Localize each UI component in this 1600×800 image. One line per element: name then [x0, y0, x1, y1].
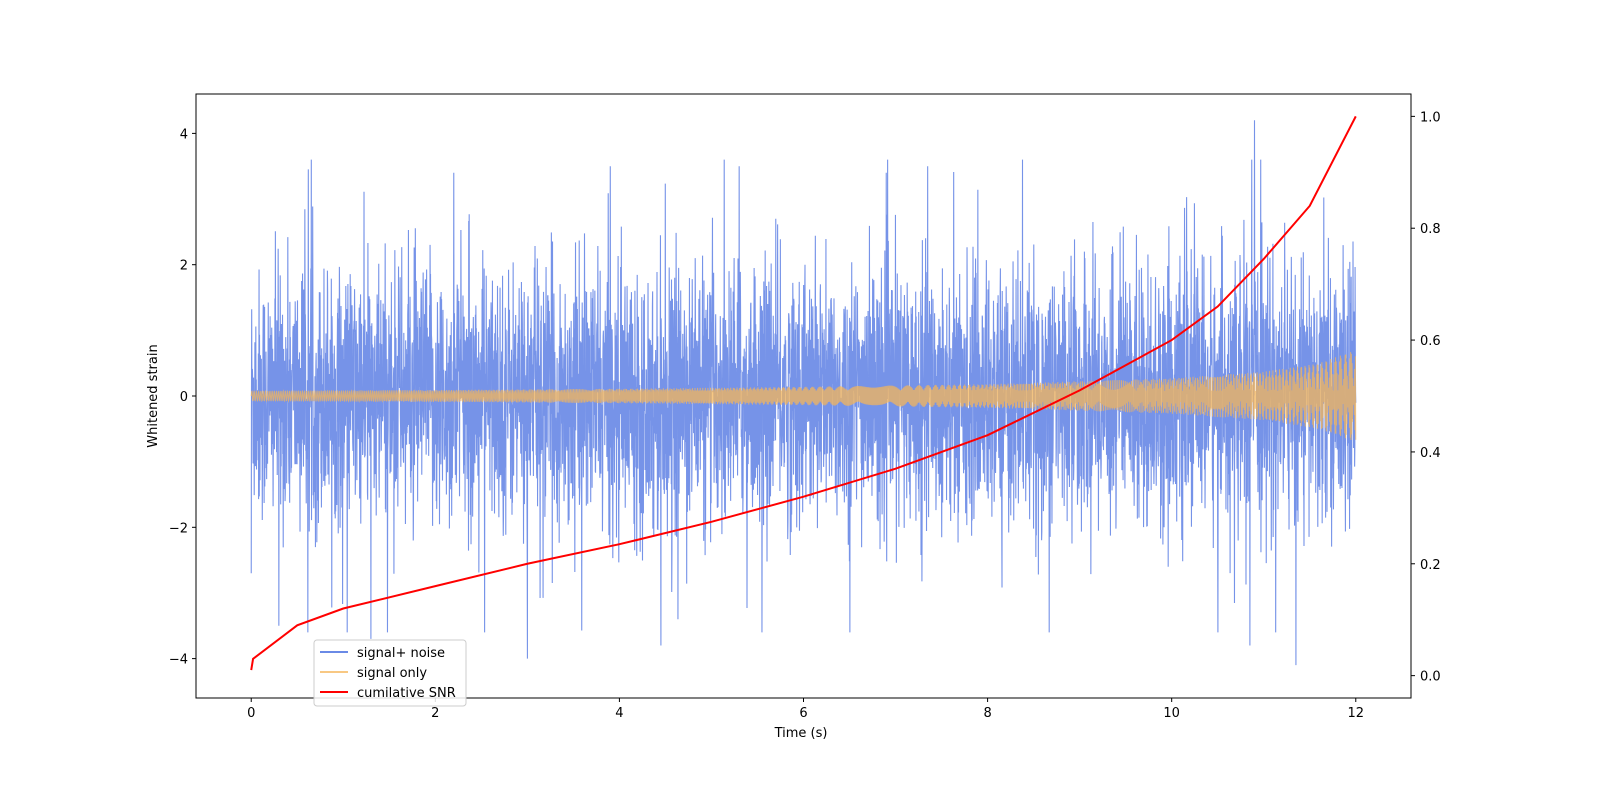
series-signal-only	[250, 352, 1357, 441]
legend-entry-signal-only-label: signal only	[357, 666, 427, 681]
y-tick-label: 0	[180, 390, 188, 405]
plot-area	[250, 115, 1357, 671]
x-tick-label: 2	[431, 706, 439, 721]
legend: signal+ noise signal only cumilative SNR	[313, 639, 467, 707]
legend-entry-signal-noise-label: signal+ noise	[357, 646, 445, 661]
series-cumulative-snr	[250, 115, 1357, 671]
y2-tick-label: 0.0	[1420, 670, 1441, 685]
y2-tick-label: 0.6	[1420, 334, 1441, 349]
legend-box	[313, 639, 467, 707]
y-tick-label: 4	[180, 127, 188, 142]
y-tick-label: −2	[169, 521, 188, 536]
axes: 0 2 4 6 8 10 12 −4 −2 0 2 4 0.0 0.2 0.4 0.6 0.8 1.0	[169, 110, 1441, 721]
y2-tick-label: 0.4	[1420, 446, 1441, 461]
y-tick-label: 2	[180, 259, 188, 274]
x-tick-label: 12	[1347, 706, 1364, 721]
x-tick-label: 6	[799, 706, 807, 721]
y2-tick-label: 0.8	[1420, 222, 1441, 237]
legend-entry-cumulative-snr-label: cumilative SNR	[357, 686, 456, 701]
x-tick-label: 10	[1163, 706, 1180, 721]
y-axis-label: Whitened strain	[146, 344, 161, 447]
x-tick-label: 8	[983, 706, 991, 721]
x-tick-label: 0	[247, 706, 255, 721]
y2-tick-label: 0.2	[1420, 558, 1441, 573]
x-tick-label: 4	[615, 706, 623, 721]
y-tick-label: −4	[169, 653, 188, 668]
series-signal-noise	[250, 120, 1357, 666]
x-axis-label: Time (s)	[774, 726, 828, 741]
y2-tick-label: 1.0	[1420, 110, 1441, 125]
